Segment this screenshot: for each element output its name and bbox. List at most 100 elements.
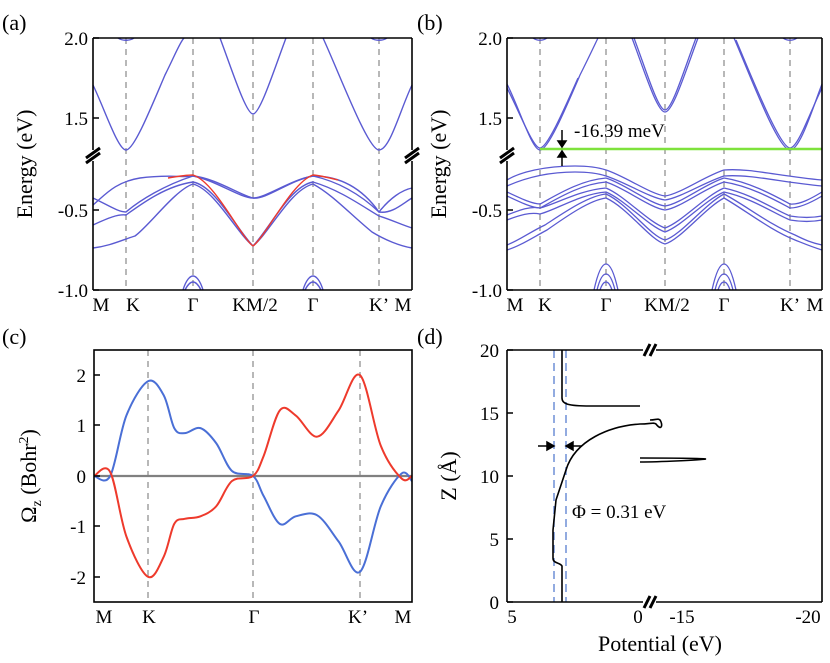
- d-xticks: 5 0 -15 -20: [507, 607, 820, 628]
- panel-b-bands: [506, 37, 823, 291]
- d-phi-arrows: [538, 440, 582, 452]
- panel-b-axis-break-marks: [499, 146, 515, 165]
- a-valence-band-2: [92, 175, 413, 213]
- d-potential-curve: [552, 350, 707, 602]
- a-valence-band-red: [167, 174, 339, 247]
- b-xtick-KM2: KM/2: [644, 295, 689, 316]
- b-splitting-annotation: -16.39 meV: [574, 121, 665, 142]
- a-xtick-K: K: [126, 295, 140, 316]
- a-xtick-KM2: KM/2: [232, 295, 277, 316]
- b-xtick-Gamma: Γ: [601, 295, 612, 316]
- a-conduction-band-3: [322, 37, 413, 151]
- d-phi-annotation: Φ = 0.31 eV: [572, 502, 667, 523]
- panel-a-frame: [92, 37, 413, 291]
- a-xtick-Gamma-2: Γ: [308, 295, 319, 316]
- c-ytick-1: 1: [77, 416, 87, 437]
- a-ylabel: Energy (eV): [12, 110, 37, 219]
- c-ytick--2: -2: [70, 568, 86, 589]
- a-ytick--1.0: -1.0: [58, 281, 88, 302]
- d-ytick-15: 15: [480, 404, 499, 425]
- c-xtick-Kprime: K’: [348, 607, 368, 628]
- a-xtick-Kprime: K’: [369, 295, 389, 316]
- panel-b: (b): [417, 10, 824, 316]
- a-lower-band-g1: [182, 275, 204, 291]
- panel-label-a: (a): [2, 10, 26, 35]
- d-ytick-0: 0: [490, 593, 500, 614]
- c-xtick-M: M: [96, 607, 113, 628]
- b-valence-7: [506, 193, 823, 246]
- c-ytick-2: 2: [77, 366, 87, 387]
- b-valence-3: [506, 177, 823, 207]
- a-xticks: M K Γ KM/2 Γ K’ M: [93, 295, 412, 316]
- panel-d-frame: [506, 349, 823, 603]
- panel-a: (a): [2, 10, 420, 316]
- b-valence-1: [506, 165, 823, 197]
- b-xtick-M: M: [507, 295, 524, 316]
- b-lower-g2: [711, 263, 737, 291]
- d-ylabel: Z (Å): [436, 451, 461, 500]
- c-curve-spin-up: [93, 379, 413, 574]
- d-xtick-5: 5: [507, 607, 517, 628]
- b-xtick-Gamma-2: Γ: [719, 295, 730, 316]
- panel-label-d: (d): [417, 324, 443, 349]
- panel-b-k-gridlines: [539, 38, 791, 290]
- d-xtick--15: -15: [669, 607, 694, 628]
- a-conduction-band-1: [92, 37, 185, 151]
- b-conduction-3b: [735, 39, 823, 149]
- c-xticks: M K Γ K’ M: [96, 607, 412, 628]
- a-xtick-M-2: M: [395, 295, 412, 316]
- b-ytick-1.5: 1.5: [478, 109, 502, 130]
- c-xtick-Gamma: Γ: [249, 607, 260, 628]
- panel-b-frame: [506, 37, 823, 291]
- d-xtick--20: -20: [795, 607, 820, 628]
- panel-a-k-gridlines: [125, 38, 380, 290]
- d-xlabel: Potential (eV): [598, 631, 722, 656]
- d-ytick-20: 20: [480, 341, 499, 362]
- b-ytick--1.0: -1.0: [472, 281, 502, 302]
- b-ylabel: Energy (eV): [426, 110, 451, 219]
- b-conduction-2: [631, 37, 699, 113]
- b-conduction-2b: [633, 37, 697, 111]
- a-ytick--0.5: -0.5: [58, 201, 88, 222]
- a-xtick-Gamma: Γ: [188, 295, 199, 316]
- b-lower-g1: [593, 263, 619, 291]
- b-xtick-K: K: [538, 295, 552, 316]
- d-ytick-5: 5: [490, 530, 500, 551]
- panel-label-b: (b): [417, 10, 443, 35]
- b-xtick-M-2: M: [807, 295, 824, 316]
- b-valence-8: [506, 197, 823, 251]
- panel-a-y-ticks: [93, 37, 99, 291]
- c-ytick-0: 0: [77, 467, 87, 488]
- panel-c-curves: [93, 373, 413, 579]
- a-ytick-1.5: 1.5: [64, 109, 88, 130]
- b-xtick-Kprime: K’: [780, 295, 800, 316]
- c-curve-spin-down: [93, 373, 413, 579]
- panel-a-bands: [92, 37, 413, 291]
- b-conduction-1b: [506, 77, 579, 149]
- a-lower-band-g2: [302, 275, 324, 291]
- panel-d-axis-break-marks: [642, 343, 658, 609]
- b-xticks: M K Γ KM/2 Γ K’ M: [507, 295, 824, 316]
- d-ytick-10: 10: [480, 467, 499, 488]
- c-xtick-M-2: M: [395, 607, 412, 628]
- panel-d-y-ticks: [507, 349, 513, 603]
- a-ytick-2.0: 2.0: [64, 29, 88, 50]
- b-valence-2: [506, 171, 823, 201]
- panel-a-axis-break-marks: [85, 146, 420, 165]
- c-ytick--1: -1: [70, 517, 86, 538]
- panel-c: (c) 2 1 0 -1 -2 Ωz (Bohr2) M K Γ K’: [2, 324, 413, 628]
- panel-c-y-ticks: [94, 374, 100, 578]
- d-xtick-0: 0: [633, 607, 643, 628]
- b-ytick--0.5: -0.5: [472, 201, 502, 222]
- panel-b-y-ticks: [507, 37, 513, 291]
- b-ytick-2.0: 2.0: [478, 29, 502, 50]
- b-valence-5: [506, 187, 823, 229]
- c-xtick-K: K: [142, 607, 156, 628]
- panel-label-c: (c): [2, 324, 26, 349]
- c-ylabel: Ωz (Bohr2): [16, 429, 45, 523]
- a-conduction-band-2: [219, 37, 287, 115]
- a-xtick-M: M: [93, 295, 110, 316]
- b-valence-6: [506, 191, 823, 233]
- panel-d: (d) Φ = 0.31 eV: [417, 324, 823, 656]
